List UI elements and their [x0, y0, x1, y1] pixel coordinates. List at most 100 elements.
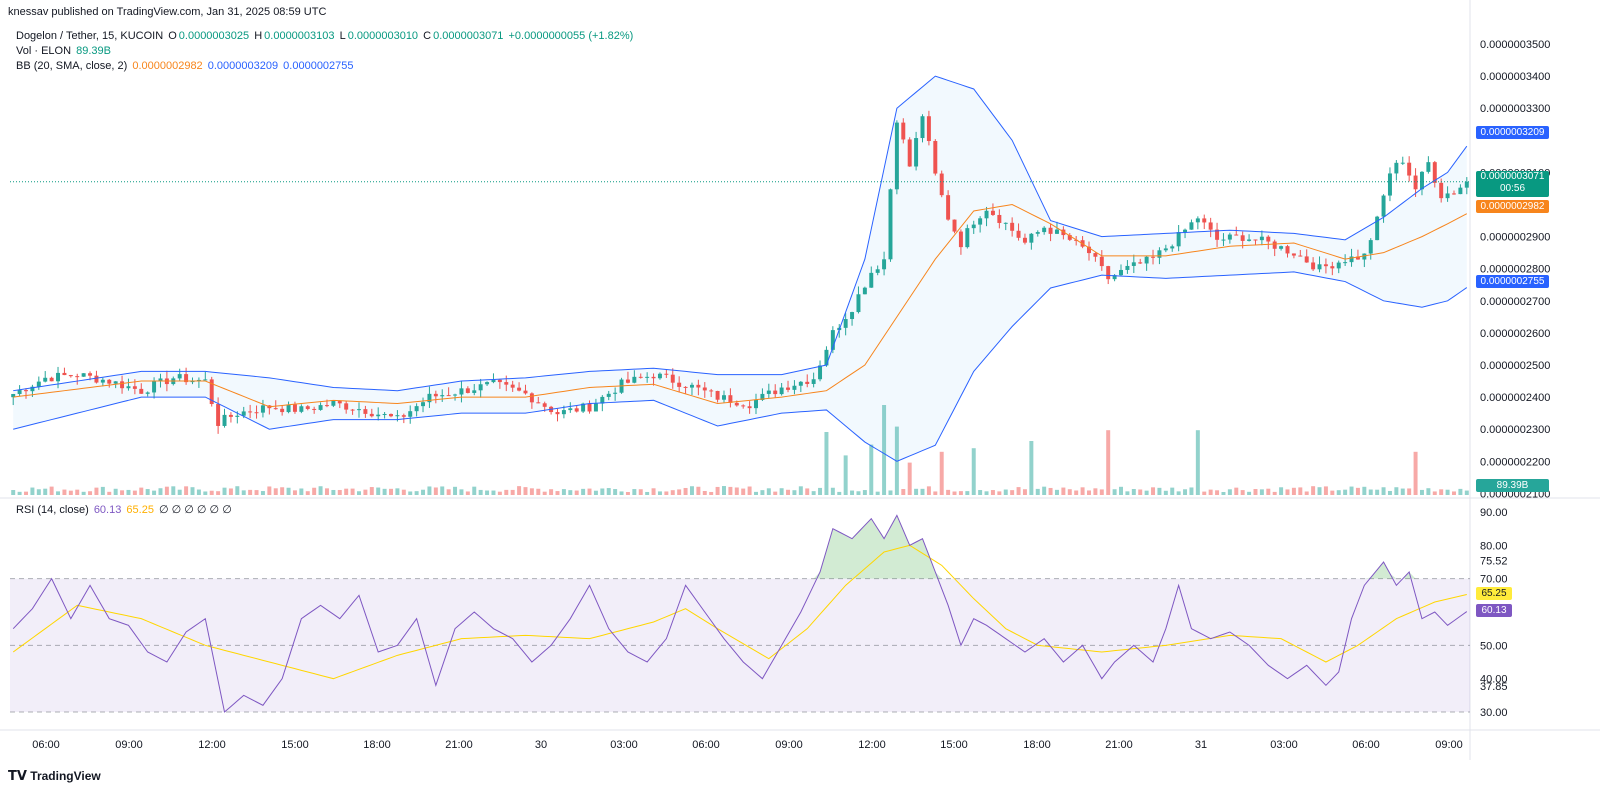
rsi-ma-tag: 65.25	[1476, 587, 1512, 600]
candle-body	[946, 195, 951, 220]
volume-bar	[1336, 490, 1341, 495]
volume-bar	[965, 491, 970, 495]
volume-bar	[1445, 489, 1450, 495]
candle-body	[427, 393, 432, 403]
candle-body	[292, 404, 297, 412]
volume-bar	[126, 489, 131, 495]
volume-bar	[901, 489, 906, 495]
volume-bar	[337, 489, 342, 495]
chart-frame	[0, 0, 1600, 760]
volume-bar	[856, 491, 861, 495]
volume-bar	[222, 487, 227, 495]
candle-body	[184, 374, 189, 383]
volume-bar	[651, 488, 656, 495]
time-tick-label: 12:00	[198, 739, 226, 751]
candle-body	[1215, 229, 1220, 240]
candle-body	[331, 401, 336, 406]
symbol-name[interactable]: Dogelon / Tether, 15, KUCOIN	[16, 30, 164, 42]
time-tick-label: 21:00	[1105, 739, 1133, 751]
candle-body	[901, 122, 906, 140]
volume-bar	[1195, 430, 1200, 495]
candle-body	[305, 406, 310, 409]
volume-bar	[613, 489, 618, 495]
volume-bar	[734, 487, 739, 495]
candle-body	[88, 373, 93, 376]
rsi-tick-label: 50.00	[1480, 640, 1508, 652]
candle-body	[318, 405, 323, 410]
price-tag-countdown: 00:56	[1499, 183, 1526, 194]
volume-bar	[1170, 487, 1175, 495]
candle-body	[856, 294, 861, 313]
volume-bar	[1362, 486, 1367, 495]
volume-bar	[56, 491, 61, 495]
time-tick-label: 09:00	[775, 739, 803, 751]
published-by: knessav published on TradingView.com, Ja…	[8, 6, 327, 18]
candle-body	[100, 379, 105, 383]
volume-bar	[786, 489, 791, 495]
volume-bar	[1138, 489, 1143, 495]
volume-bar	[1067, 489, 1072, 495]
bb-legend[interactable]: BB (20, SMA, close, 2) 0.0000002982 0.00…	[16, 60, 356, 72]
candle-body	[81, 373, 86, 377]
volume-legend[interactable]: Vol · ELON 89.39B	[16, 45, 113, 57]
bollinger-fill	[13, 76, 1467, 462]
candle-body	[1022, 237, 1027, 243]
time-tick-label: 12:00	[858, 739, 886, 751]
volume-bar	[581, 488, 586, 495]
candle-body	[1112, 275, 1117, 280]
volume-bar	[683, 487, 688, 495]
candle-body	[632, 376, 637, 383]
rsi-legend[interactable]: RSI (14, close) 60.13 65.25 ∅ ∅ ∅ ∅ ∅ ∅	[16, 503, 234, 516]
candle-body	[1202, 218, 1207, 223]
candle-body	[574, 408, 579, 412]
volume-bar	[401, 489, 406, 495]
volume-bar	[824, 432, 829, 495]
tradingview-logo[interactable]: 𝗧𝗩 TradingView	[8, 768, 101, 783]
time-tick-label: 15:00	[281, 739, 309, 751]
volume-bar	[139, 487, 144, 495]
volume-bar	[177, 489, 182, 495]
volume-bar	[593, 490, 598, 495]
candle-body	[536, 402, 541, 404]
candle-body	[1349, 256, 1354, 263]
volume-bar	[1106, 430, 1111, 495]
candle-body	[1119, 269, 1123, 276]
volume-bar	[978, 490, 983, 495]
candle-body	[561, 410, 566, 415]
candle-body	[1362, 253, 1367, 260]
candle-body	[216, 404, 221, 426]
bb-lower-value: 0.0000002755	[283, 60, 354, 72]
candle-body	[613, 392, 618, 394]
volume-bar	[920, 488, 925, 495]
price-tick-label: 0.0000002300	[1480, 424, 1550, 436]
candle-body	[875, 269, 880, 273]
volume-bars	[11, 405, 1469, 495]
volume-bar	[542, 491, 547, 495]
candle-body	[1336, 262, 1341, 269]
volume-bar	[421, 489, 426, 495]
candle-body	[36, 381, 41, 387]
candle-body	[177, 374, 182, 379]
volume-bar	[68, 490, 73, 495]
candle-body	[651, 376, 656, 379]
candle-body	[1298, 255, 1303, 257]
time-tick-label: 15:00	[940, 739, 968, 751]
volume-bar	[1144, 490, 1149, 495]
candle-body	[1445, 193, 1450, 199]
tradingview-logo-text: TradingView	[30, 769, 101, 783]
candle-body	[786, 387, 791, 390]
rsi-tick-label: 30.00	[1480, 707, 1508, 719]
candle-body	[907, 139, 912, 167]
volume-bar	[280, 487, 285, 495]
volume-bar	[164, 486, 169, 495]
candle-body	[862, 287, 867, 295]
candle-body	[894, 122, 899, 190]
volume-bar	[933, 491, 938, 495]
time-tick-label: 31	[1195, 739, 1207, 751]
volume-bar	[184, 486, 189, 495]
volume-bar	[837, 491, 842, 495]
bb-lower-line	[13, 271, 1468, 462]
candle-body	[260, 405, 265, 413]
candle-body	[1323, 264, 1328, 267]
